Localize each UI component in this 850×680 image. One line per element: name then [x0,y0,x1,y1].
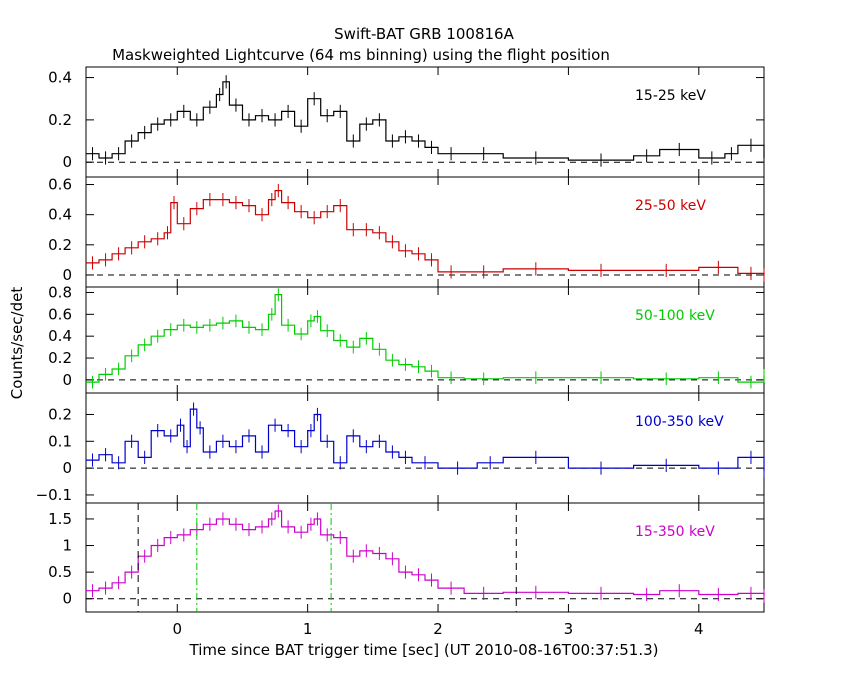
band-label: 15-25 keV [635,88,706,104]
y-tick-label: 0 [62,459,72,477]
panel-0: 0 0.2 0.4 15-25 keV [48,66,765,178]
y-tick-label: 0.4 [48,69,72,87]
x-tick-label: 4 [694,620,704,638]
y-axis-label: Counts/sec/det [8,287,26,400]
y-tick-label: 0.2 [48,405,72,423]
y-tick-label: 1 [62,537,72,555]
y-tick-label: 0.4 [48,206,72,224]
y-tick-label: 0.2 [48,236,72,254]
y-tick-label: 0 [62,590,72,608]
panel-frame [85,286,765,394]
panel-1: 0 0.2 0.4 0.6 25-50 keV [48,176,765,288]
chart-subtitle: Maskweighted Lightcurve (64 ms binning) … [112,46,610,64]
series-line [86,81,765,161]
panel-frame [85,66,765,178]
y-tick-label: 0 [62,153,72,171]
y-tick-label: 0.2 [48,349,72,367]
y-tick-label: 1.5 [48,510,72,528]
band-label: 15-350 keV [635,524,715,540]
x-tick-label: 2 [433,620,443,638]
y-tick-label: 0.2 [48,111,72,129]
panel-frame [85,502,765,613]
y-tick-label: 0 [62,371,72,389]
y-tick-label: −0.1 [36,486,72,504]
panel-2: 0 0.2 0.4 0.6 0.8 50-100 keV [48,283,765,394]
y-tick-label: 0.6 [48,176,72,194]
band-label: 100-350 keV [635,414,724,430]
y-tick-label: 0.6 [48,305,72,323]
y-tick-label: 0.1 [48,432,72,450]
series-line [86,510,765,596]
series-line [86,294,765,383]
x-tick-label: 3 [564,620,574,638]
x-tick-label: 1 [303,620,313,638]
panel-4: 0 0.5 1 1.5 0 1 2 3 4 15-350 keV [48,502,765,638]
series-line [86,190,765,275]
y-tick-label: 0.5 [48,563,72,581]
y-tick-label: 0.8 [48,283,72,301]
x-axis-label: Time since BAT trigger time [sec] (UT 20… [189,641,659,659]
chart-title: Swift-BAT GRB 100816A [334,25,514,43]
series-line [86,408,765,471]
band-label: 25-50 keV [635,198,706,214]
panel-frame [85,392,765,504]
x-tick-label: 0 [172,620,182,638]
y-tick-label: 0 [62,266,72,284]
panel-3: −0.1 0 0.1 0.2 100-350 keV [36,392,765,504]
y-tick-label: 0.4 [48,327,72,345]
band-label: 50-100 keV [635,308,715,324]
